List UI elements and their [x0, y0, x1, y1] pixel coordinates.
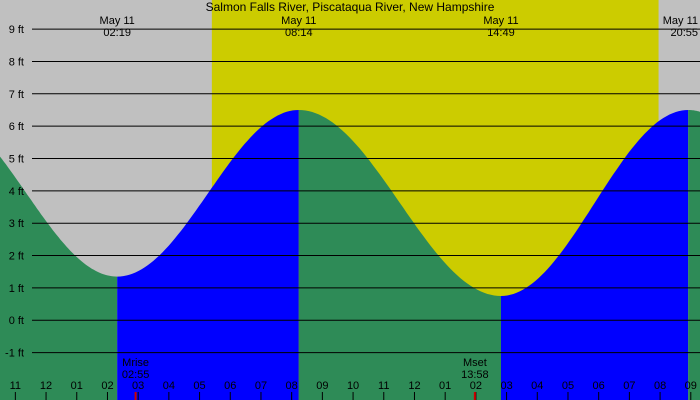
x-tick-label: 02: [470, 380, 482, 392]
rising-tide-area: [501, 110, 689, 400]
y-tick-label: 0 ft: [9, 315, 24, 327]
x-tick-label: 06: [593, 380, 605, 392]
high-tide-time-label: 08:14: [285, 27, 313, 39]
high-tide-time-label: 20:55: [670, 27, 698, 39]
falling-tide-area: [688, 110, 700, 400]
low-tide-time-label: 14:49: [487, 27, 515, 39]
x-tick-label: 12: [40, 380, 52, 392]
x-tick-label: 12: [408, 380, 420, 392]
moon-event-label: Mrise: [122, 357, 149, 369]
x-tick-label: 05: [193, 380, 205, 392]
chart-title: Salmon Falls River, Piscataqua River, Ne…: [206, 0, 495, 14]
x-tick-label: 05: [562, 380, 574, 392]
y-tick-label: 2 ft: [9, 251, 24, 263]
y-tick-label: 9 ft: [9, 24, 24, 36]
y-tick-label: -1 ft: [5, 348, 24, 360]
rising-tide-area: [117, 110, 299, 400]
x-tick-label: 03: [500, 380, 512, 392]
x-tick-label: 04: [163, 380, 175, 392]
x-tick-label: 01: [439, 380, 451, 392]
y-tick-label: 6 ft: [9, 121, 24, 133]
moon-event-time: 02:55: [122, 369, 150, 381]
y-tick-label: 8 ft: [9, 56, 24, 68]
x-tick-label: 07: [255, 380, 267, 392]
x-tick-label: 04: [531, 380, 543, 392]
x-tick-label: 11: [10, 380, 21, 392]
low-tide-date-label: May 11: [483, 15, 518, 27]
y-tick-label: 7 ft: [9, 89, 24, 101]
low-tide-date-label: May 11: [100, 15, 135, 27]
high-tide-date-label: May 11: [281, 15, 316, 27]
x-tick-label: 11: [378, 380, 389, 392]
x-tick-label: 08: [286, 380, 298, 392]
falling-tide-area: [0, 156, 118, 400]
high-tide-date-label: May 11: [663, 15, 698, 27]
x-tick-label: 09: [685, 380, 697, 392]
falling-tide-area: [298, 110, 501, 400]
y-tick-label: 3 ft: [9, 218, 24, 230]
low-tide-time-label: 02:19: [103, 27, 131, 39]
moon-event-time: 13:58: [461, 369, 489, 381]
x-tick-label: 02: [101, 380, 113, 392]
x-tick-label: 10: [347, 380, 359, 392]
x-tick-label: 09: [316, 380, 328, 392]
x-tick-label: 06: [224, 380, 236, 392]
x-tick-label: 03: [132, 380, 144, 392]
x-tick-label: 01: [71, 380, 83, 392]
x-tick-label: 08: [654, 380, 666, 392]
moon-event-label: Mset: [463, 357, 487, 369]
y-tick-label: 1 ft: [9, 283, 24, 295]
y-tick-label: 5 ft: [9, 154, 24, 166]
x-tick-label: 07: [623, 380, 635, 392]
y-tick-label: 4 ft: [9, 186, 24, 198]
